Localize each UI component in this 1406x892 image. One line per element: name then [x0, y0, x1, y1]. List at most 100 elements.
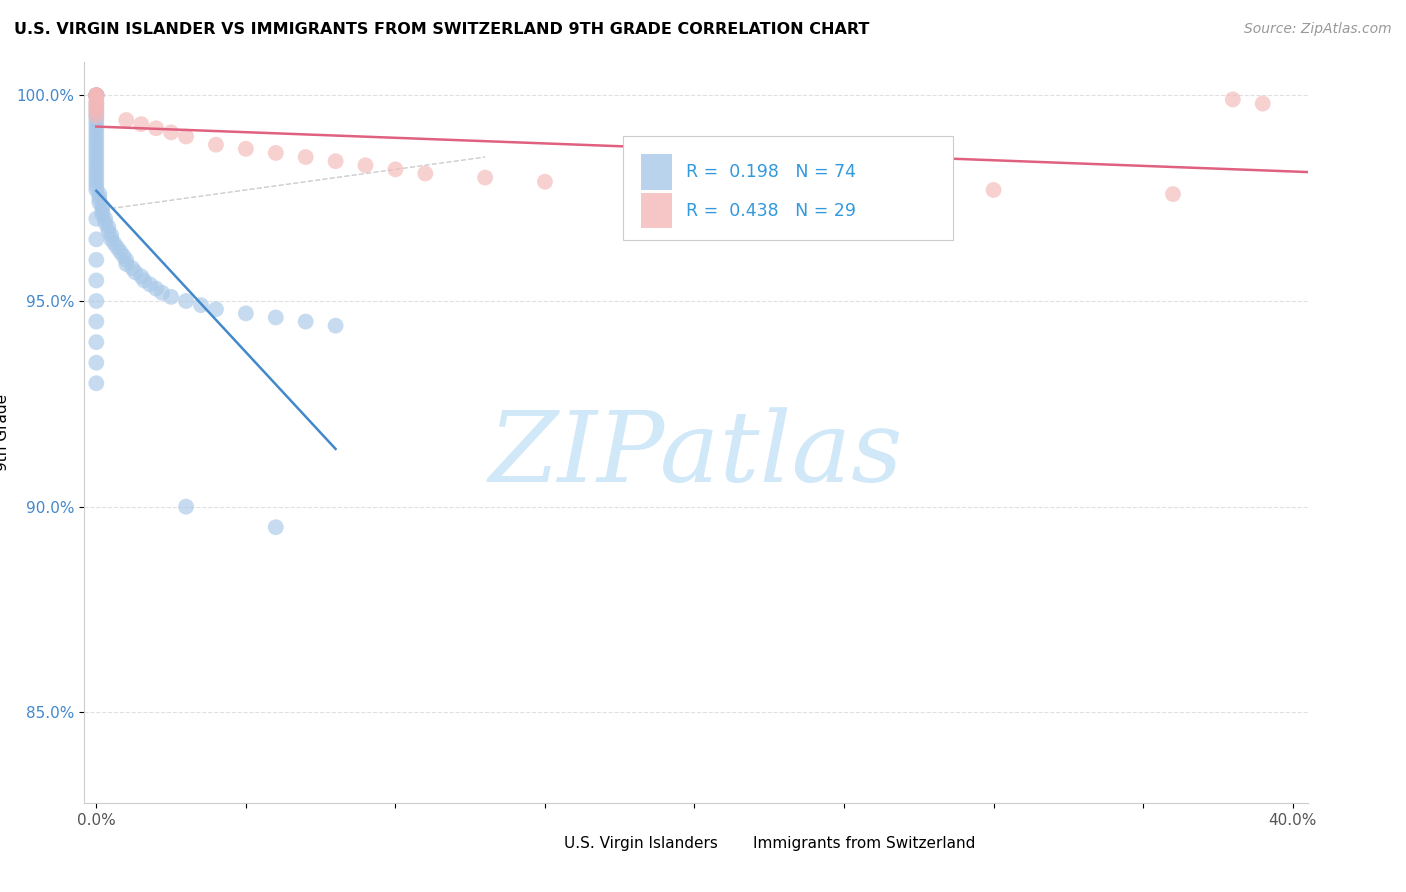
- Point: [205, 137, 228, 152]
- Point: [86, 104, 108, 119]
- Point: [325, 318, 347, 333]
- Bar: [714, 830, 741, 857]
- Point: [129, 269, 152, 284]
- Point: [86, 356, 108, 370]
- Point: [86, 335, 108, 350]
- Point: [86, 162, 108, 177]
- Point: [86, 88, 108, 103]
- Point: [294, 314, 316, 328]
- Point: [100, 232, 122, 246]
- Y-axis label: 9th Grade: 9th Grade: [0, 394, 10, 471]
- Point: [91, 199, 114, 213]
- Text: U.S. Virgin Islanders: U.S. Virgin Islanders: [564, 836, 717, 851]
- Point: [384, 162, 406, 177]
- Point: [134, 273, 156, 287]
- Point: [160, 290, 183, 304]
- Point: [86, 101, 108, 115]
- Point: [86, 129, 108, 144]
- Point: [86, 175, 108, 189]
- Point: [121, 261, 143, 276]
- Point: [86, 88, 108, 103]
- Point: [86, 88, 108, 103]
- Point: [86, 154, 108, 169]
- Point: [86, 252, 108, 267]
- Point: [86, 88, 108, 103]
- Point: [86, 232, 108, 246]
- Point: [86, 88, 108, 103]
- FancyBboxPatch shape: [623, 136, 953, 240]
- Point: [264, 145, 287, 160]
- Point: [474, 170, 496, 185]
- Point: [264, 310, 287, 325]
- Point: [86, 293, 108, 308]
- Text: Immigrants from Switzerland: Immigrants from Switzerland: [754, 836, 976, 851]
- Point: [129, 117, 152, 131]
- Point: [86, 117, 108, 131]
- Point: [86, 96, 108, 111]
- Point: [91, 208, 114, 222]
- Point: [86, 88, 108, 103]
- Point: [110, 244, 132, 259]
- Point: [86, 150, 108, 164]
- Point: [174, 293, 197, 308]
- Text: R =  0.198   N = 74: R = 0.198 N = 74: [686, 163, 856, 181]
- Text: ZIPatlas: ZIPatlas: [489, 407, 903, 502]
- Text: Source: ZipAtlas.com: Source: ZipAtlas.com: [1244, 22, 1392, 37]
- Point: [89, 191, 111, 205]
- Point: [86, 158, 108, 172]
- Bar: [641, 193, 672, 228]
- Point: [89, 187, 111, 202]
- Point: [264, 520, 287, 534]
- Point: [86, 170, 108, 185]
- Point: [205, 302, 228, 317]
- Point: [534, 175, 557, 189]
- Point: [91, 203, 114, 218]
- Point: [86, 92, 108, 106]
- Point: [86, 101, 108, 115]
- Point: [86, 314, 108, 328]
- Point: [86, 88, 108, 103]
- Text: R =  0.438   N = 29: R = 0.438 N = 29: [686, 202, 856, 219]
- Point: [86, 96, 108, 111]
- Point: [86, 121, 108, 136]
- Point: [115, 257, 138, 271]
- Text: U.S. VIRGIN ISLANDER VS IMMIGRANTS FROM SWITZERLAND 9TH GRADE CORRELATION CHART: U.S. VIRGIN ISLANDER VS IMMIGRANTS FROM …: [14, 22, 869, 37]
- Bar: [641, 154, 672, 190]
- Point: [94, 211, 117, 226]
- Point: [325, 154, 347, 169]
- Point: [112, 249, 135, 263]
- Point: [174, 500, 197, 514]
- Point: [174, 129, 197, 144]
- Point: [294, 150, 316, 164]
- Point: [94, 216, 117, 230]
- Point: [86, 134, 108, 148]
- Point: [86, 104, 108, 119]
- Point: [86, 183, 108, 197]
- Point: [190, 298, 212, 312]
- Point: [86, 88, 108, 103]
- Point: [1161, 187, 1184, 202]
- Point: [97, 224, 120, 238]
- Point: [86, 137, 108, 152]
- Bar: [524, 830, 551, 857]
- Point: [86, 88, 108, 103]
- Point: [86, 376, 108, 391]
- Point: [983, 183, 1005, 197]
- Point: [115, 113, 138, 128]
- Point: [235, 306, 257, 320]
- Point: [86, 273, 108, 287]
- Point: [150, 285, 173, 300]
- Point: [115, 252, 138, 267]
- Point: [1251, 96, 1274, 111]
- Point: [86, 145, 108, 160]
- Point: [124, 265, 146, 279]
- Point: [86, 125, 108, 139]
- Point: [89, 195, 111, 210]
- Point: [86, 109, 108, 123]
- Point: [86, 88, 108, 103]
- Point: [413, 166, 436, 180]
- Point: [742, 178, 765, 193]
- Point: [235, 142, 257, 156]
- Point: [160, 125, 183, 139]
- Point: [86, 166, 108, 180]
